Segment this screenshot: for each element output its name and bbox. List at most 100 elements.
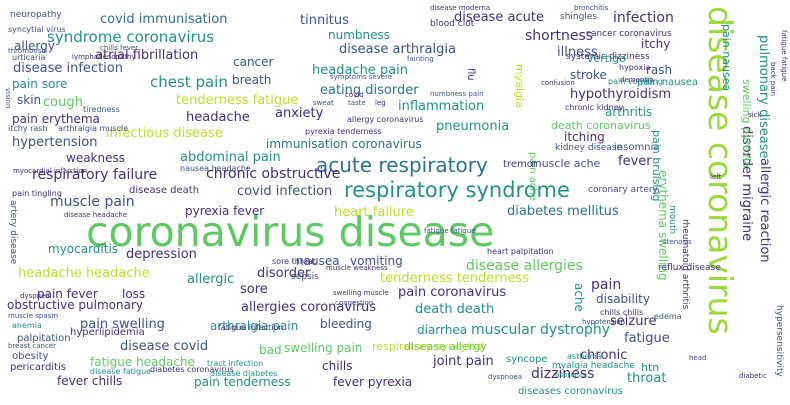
word: itchy rash — [8, 124, 48, 133]
word: hypersensitivity — [774, 305, 784, 377]
word: diarrhea — [417, 323, 468, 337]
word: disease allergy — [404, 340, 487, 353]
word: fatigue — [624, 331, 670, 346]
word: swelling pyrexia — [740, 79, 753, 168]
word: disability — [596, 292, 650, 306]
word: pain vomiting — [608, 77, 663, 86]
word: itching — [564, 130, 605, 144]
word: psoriasis — [555, 371, 586, 379]
word: allergy — [14, 39, 55, 53]
word: seizure — [610, 314, 657, 329]
word: headache — [186, 110, 250, 125]
word: syncytial virus — [8, 25, 66, 34]
word: arthritis — [605, 105, 653, 119]
word: atrial fibrillation — [95, 48, 199, 63]
word: disease headache — [64, 211, 128, 219]
word: flu — [465, 68, 476, 81]
word: vertigo — [587, 52, 626, 65]
word: cancer — [233, 55, 274, 69]
word: nausea headache — [180, 164, 251, 173]
word: disease allergies — [466, 258, 583, 274]
word: coronavirus disease — [86, 208, 495, 256]
word: neuropathy — [10, 10, 62, 20]
word: arthralgia pain — [210, 319, 299, 333]
word: fever — [618, 154, 652, 169]
word: swelling pain — [284, 341, 363, 355]
word: joint pain — [433, 354, 494, 369]
word: eating disorder — [320, 83, 419, 98]
word: allergy coronavirus — [347, 115, 424, 124]
word: palpitation — [17, 333, 71, 344]
word: abdominal pain — [180, 150, 281, 165]
word: disease fatigue — [90, 367, 152, 376]
word: disease arthralgia — [339, 42, 456, 57]
word: dementia — [620, 76, 654, 84]
word: weakness — [66, 151, 125, 165]
word: syndrome coronavirus — [47, 28, 215, 46]
word: inflammation — [398, 99, 485, 114]
word: taste — [348, 99, 366, 107]
word: throat — [627, 371, 667, 386]
word: allergies coronavirus — [241, 300, 377, 315]
word: tenderness tenderness — [380, 271, 530, 286]
word: breath — [232, 73, 272, 87]
word: myalgia — [513, 64, 526, 108]
word: muscle pain — [50, 194, 135, 210]
word: chronic — [580, 348, 628, 363]
word: hypertension — [12, 135, 98, 150]
word: myocardial infarction — [13, 167, 88, 175]
word: myocarditis — [48, 242, 119, 256]
word: urticaria — [12, 53, 46, 62]
word: chronic obstructive — [206, 166, 341, 182]
word: coronary artery — [588, 185, 658, 195]
word: dyspnoea — [488, 373, 522, 381]
word: tiredness — [83, 105, 120, 114]
word: covid immunisation — [100, 12, 228, 27]
word: death coronavirus — [551, 119, 651, 132]
word: anxiety — [275, 106, 324, 121]
word: insomnia — [614, 142, 660, 153]
word: illness — [557, 45, 598, 60]
word: loss — [122, 287, 146, 301]
word: kidney disease — [555, 143, 623, 153]
word: respiratory failure — [32, 167, 158, 183]
word: tract infection — [207, 359, 264, 368]
word: hypoxia — [619, 63, 651, 72]
word: htn — [641, 361, 660, 374]
word: vomiting — [350, 254, 403, 268]
word: fever pyrexia — [333, 375, 413, 389]
word: chills fever — [100, 44, 139, 52]
word: congestion — [335, 299, 374, 307]
word: head — [689, 354, 707, 362]
word: pain sore — [12, 77, 68, 91]
word: asthenia — [567, 352, 602, 361]
word: heart palpitation — [487, 247, 554, 256]
word: chills — [322, 359, 353, 373]
word: pyrexia fever — [185, 204, 265, 218]
word: hypothyroidism — [570, 87, 672, 102]
word: anemia — [12, 321, 42, 330]
word: breast cancer — [8, 342, 56, 350]
word: dizziness — [531, 366, 595, 382]
word: infectious disease — [106, 126, 223, 141]
word: pain fever — [37, 287, 98, 301]
word: respiratory syndrome — [344, 178, 570, 202]
word: disease moderna — [430, 4, 491, 12]
word: fatigue fatigue — [780, 30, 788, 82]
word: sepsis — [291, 272, 319, 282]
word: edema — [654, 312, 682, 321]
word: chronic kidney — [565, 103, 624, 112]
word: fainting — [407, 55, 434, 63]
word: nausea — [296, 254, 340, 268]
word: fatigue headache — [90, 355, 195, 369]
word: arthralgia muscle — [58, 124, 129, 133]
word: cough — [43, 95, 83, 110]
word: blood clot — [430, 19, 475, 29]
word: death death — [415, 302, 495, 317]
word: pain nausea — [637, 77, 699, 88]
word: disease covid — [120, 339, 209, 354]
word: mouth — [667, 205, 677, 235]
word: respiratory syncytial — [372, 340, 485, 353]
word: vision — [4, 88, 12, 109]
word: ache — [572, 283, 586, 312]
